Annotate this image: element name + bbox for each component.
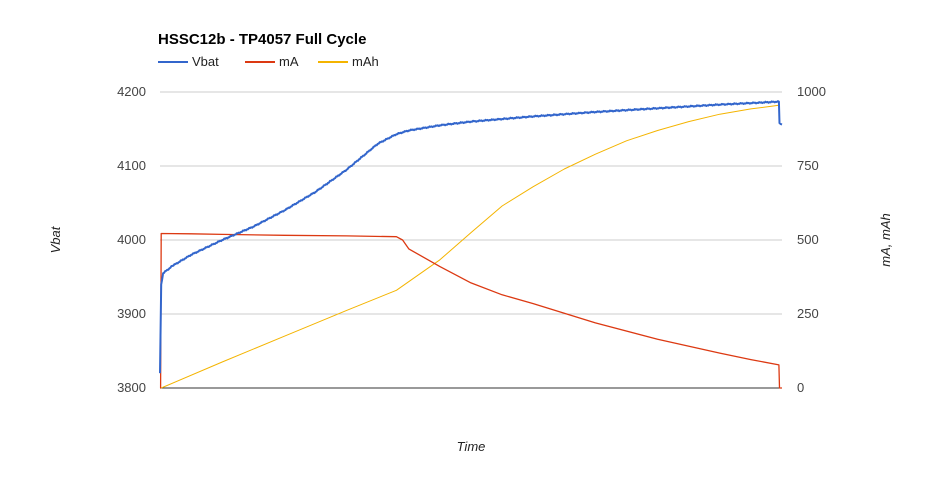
x-axis-title: Time: [457, 439, 486, 454]
series-line-mah: [161, 104, 779, 389]
series-line-vbat: [159, 100, 783, 374]
y-left-tick-label: 3800: [117, 380, 146, 395]
y-right-tick-label: 250: [797, 306, 819, 321]
legend: Vbat mA mAh: [158, 54, 379, 69]
right-axis-ticks: 0 250 500 750 1000: [797, 84, 826, 395]
left-axis-ticks: 3800 3900 4000 4100 4200: [117, 84, 146, 395]
y-axis-right-title: mA, mAh: [878, 213, 893, 266]
y-right-tick-label: 500: [797, 232, 819, 247]
y-left-tick-label: 4100: [117, 158, 146, 173]
y-right-tick-label: 750: [797, 158, 819, 173]
y-right-tick-label: 0: [797, 380, 804, 395]
legend-label-ma: mA: [279, 54, 299, 69]
chart-title: HSSC12b - TP4057 Full Cycle: [158, 31, 366, 48]
legend-label-vbat: Vbat: [192, 54, 219, 69]
y-left-tick-label: 4000: [117, 232, 146, 247]
y-axis-left-title: Vbat: [48, 225, 63, 253]
y-right-tick-label: 1000: [797, 84, 826, 99]
legend-label-mah: mAh: [352, 54, 379, 69]
grid: [160, 91, 782, 389]
y-left-tick-label: 4200: [117, 84, 146, 99]
series-line-ma: [159, 232, 782, 389]
y-left-tick-label: 3900: [117, 306, 146, 321]
plot-area: [159, 100, 783, 389]
